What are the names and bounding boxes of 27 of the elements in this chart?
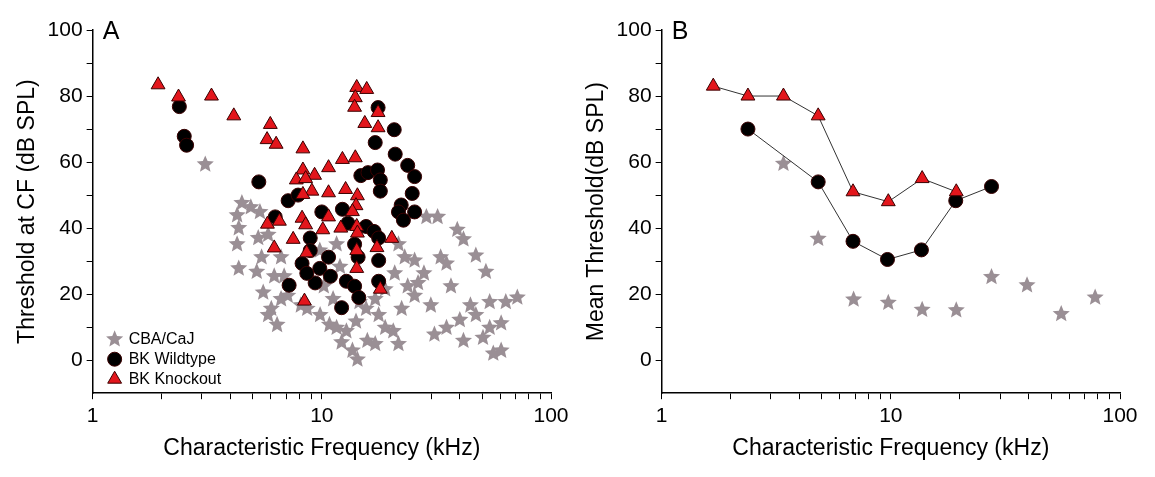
legend-label: BK Knockout [128,369,222,387]
y-axis-title: Mean Threshold(dB SPL) [582,82,609,342]
y-tick-label: 100 [47,16,83,40]
y-tick-label: 40 [59,214,83,238]
y-tick-label: 0 [70,346,83,370]
y-tick-label: 80 [59,82,83,106]
y-tick-label: 20 [628,280,652,304]
x-axis-title: Characteristic Frequency (kHz) [163,433,481,460]
chart-title: A [102,15,120,44]
y-tick-label: 100 [616,16,652,40]
y-tick-label: 0 [639,346,652,370]
x-axis-title: Characteristic Frequency (kHz) [732,433,1050,460]
x-tick-label: 1 [86,402,99,426]
legend-label: CBA/CaJ [128,329,195,347]
x-tick-label: 100 [1102,402,1138,426]
y-tick-label: 60 [628,148,652,172]
x-tick-label: 10 [310,402,334,426]
x-tick-label: 100 [533,402,569,426]
legend-label: BK Wildtype [128,349,216,367]
x-tick-label: 10 [879,402,903,426]
y-tick-label: 80 [628,82,652,106]
y-tick-label: 40 [628,214,652,238]
y-axis-title: Threshold at CF (dB SPL) [13,79,40,344]
chart-title: B [671,15,689,44]
x-tick-label: 1 [655,402,668,426]
y-tick-label: 20 [59,280,83,304]
y-tick-label: 60 [59,148,83,172]
